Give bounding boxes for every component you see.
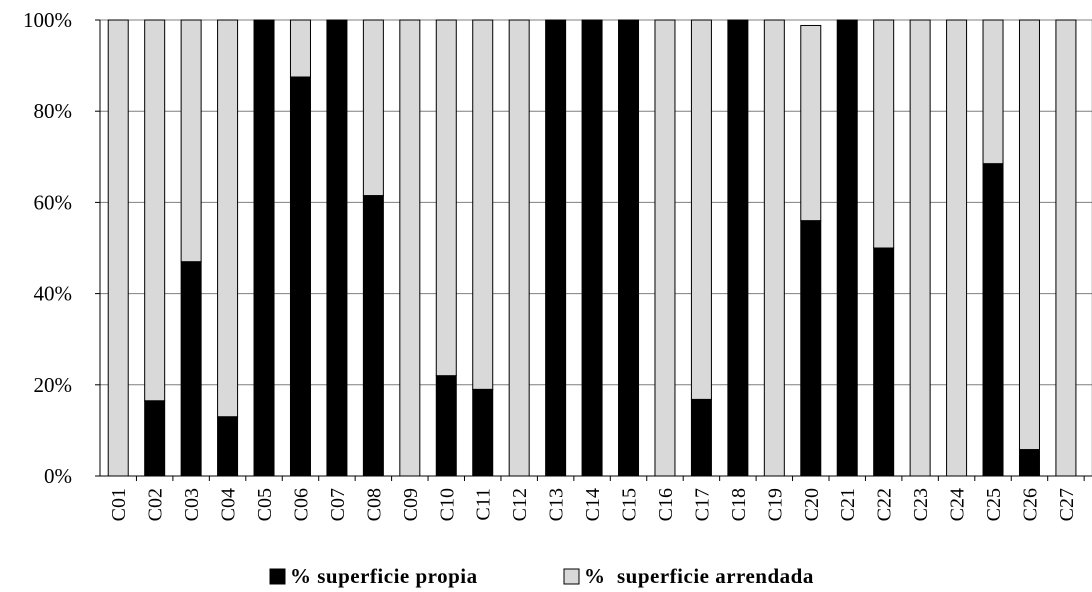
bar-C19-series-1 [763, 19, 785, 477]
x-category-label: C04 [218, 488, 240, 521]
legend-swatch-propia [269, 568, 286, 585]
bar-C10-series-1 [435, 19, 457, 377]
x-category-label: C14 [582, 488, 604, 521]
y-tick-label: 100% [23, 8, 72, 32]
x-category-label: C06 [290, 488, 312, 521]
bar-C14-series-0 [581, 19, 603, 477]
x-category-label: C03 [181, 488, 203, 521]
axes [99, 20, 1092, 477]
x-category-label: C09 [400, 488, 422, 521]
bar-C06-series-0 [289, 76, 311, 477]
bar-C18-series-0 [727, 19, 749, 477]
bar-C24-series-1 [946, 19, 968, 477]
bar-C02-series-0 [144, 400, 166, 477]
bar-C17-series-1 [690, 19, 712, 400]
x-category-label: C21 [837, 488, 859, 521]
x-category-label: C11 [473, 488, 495, 521]
bar-C03-series-0 [180, 261, 202, 477]
x-category-label: C17 [691, 488, 713, 521]
x-category-label: C26 [1019, 488, 1041, 521]
bar-C21-series-0 [836, 19, 858, 477]
bar-C22-series-0 [873, 247, 895, 477]
bar-C04-series-0 [217, 416, 239, 477]
bar-C26-series-1 [1018, 19, 1040, 451]
x-category-label: C19 [764, 488, 786, 521]
bar-C13-series-0 [545, 19, 567, 477]
x-category-label: C01 [108, 488, 130, 521]
x-category-labels: C01 C02 C03 C04 C05 C06 C07 C08 C09 C10 C11 C12 C13 C… [108, 476, 1085, 521]
bar-C22-series-1 [873, 19, 895, 249]
bars [107, 19, 1092, 477]
bar-C11-series-1 [472, 19, 494, 390]
bar-C25-series-1 [982, 19, 1004, 165]
x-category-label: C08 [363, 488, 385, 521]
legend-label-propia: % superficie propia [290, 564, 478, 588]
bar-C02-series-1 [144, 19, 166, 402]
bar-C20-series-0 [800, 220, 822, 477]
bar-C15-series-0 [618, 19, 640, 477]
bar-C23-series-1 [909, 19, 931, 477]
x-category-label: C25 [983, 488, 1005, 521]
x-category-label: C05 [254, 488, 276, 521]
y-tick-label: 40% [34, 282, 73, 306]
x-category-label: C07 [327, 488, 349, 521]
bar-C10-series-0 [435, 375, 457, 477]
x-category-label: C23 [910, 488, 932, 521]
x-category-label: C15 [619, 488, 641, 521]
bar-C07-series-0 [326, 19, 348, 477]
x-category-label: C02 [145, 488, 167, 521]
bar-C20-series-1 [800, 24, 822, 222]
bar-C04-series-1 [217, 19, 239, 418]
x-category-label: C27 [1056, 488, 1078, 521]
bar-C01-series-1 [107, 19, 129, 477]
y-tick-label: 60% [34, 190, 73, 214]
bar-C25-series-0 [982, 163, 1004, 477]
x-category-label: C10 [436, 488, 458, 521]
y-tick-label: 0% [44, 464, 72, 488]
legend-swatch-arrendada [563, 568, 580, 585]
bar-C03-series-1 [180, 19, 202, 263]
x-category-label: C22 [874, 488, 896, 521]
x-category-label: C13 [546, 488, 568, 521]
bar-C05-series-0 [253, 19, 275, 477]
x-category-label: C24 [947, 488, 969, 521]
bar-C06-series-1 [289, 19, 311, 78]
bar-C27-series-1 [1055, 19, 1077, 477]
bar-C17-series-0 [690, 398, 712, 477]
x-category-label: C20 [801, 488, 823, 521]
bar-C11-series-0 [472, 388, 494, 477]
bar-C16-series-1 [654, 19, 676, 477]
bar-C09-series-1 [399, 19, 421, 477]
x-category-label: C16 [655, 488, 677, 521]
bar-C08-series-1 [362, 19, 384, 197]
bar-C08-series-0 [362, 195, 384, 477]
y-tick-label: 20% [34, 373, 73, 397]
legend: % superficie propia % superficie arrenda… [269, 564, 814, 588]
bar-C26-series-0 [1018, 449, 1040, 477]
x-category-label: C12 [509, 488, 531, 521]
x-category-label: C18 [728, 488, 750, 521]
legend-label-arrendada: % superficie arrendada [584, 564, 814, 588]
y-tick-labels: 0% 20% 40% 60% 80% 100% [23, 8, 72, 488]
y-tick-label: 80% [34, 99, 73, 123]
bar-C12-series-1 [508, 19, 530, 477]
